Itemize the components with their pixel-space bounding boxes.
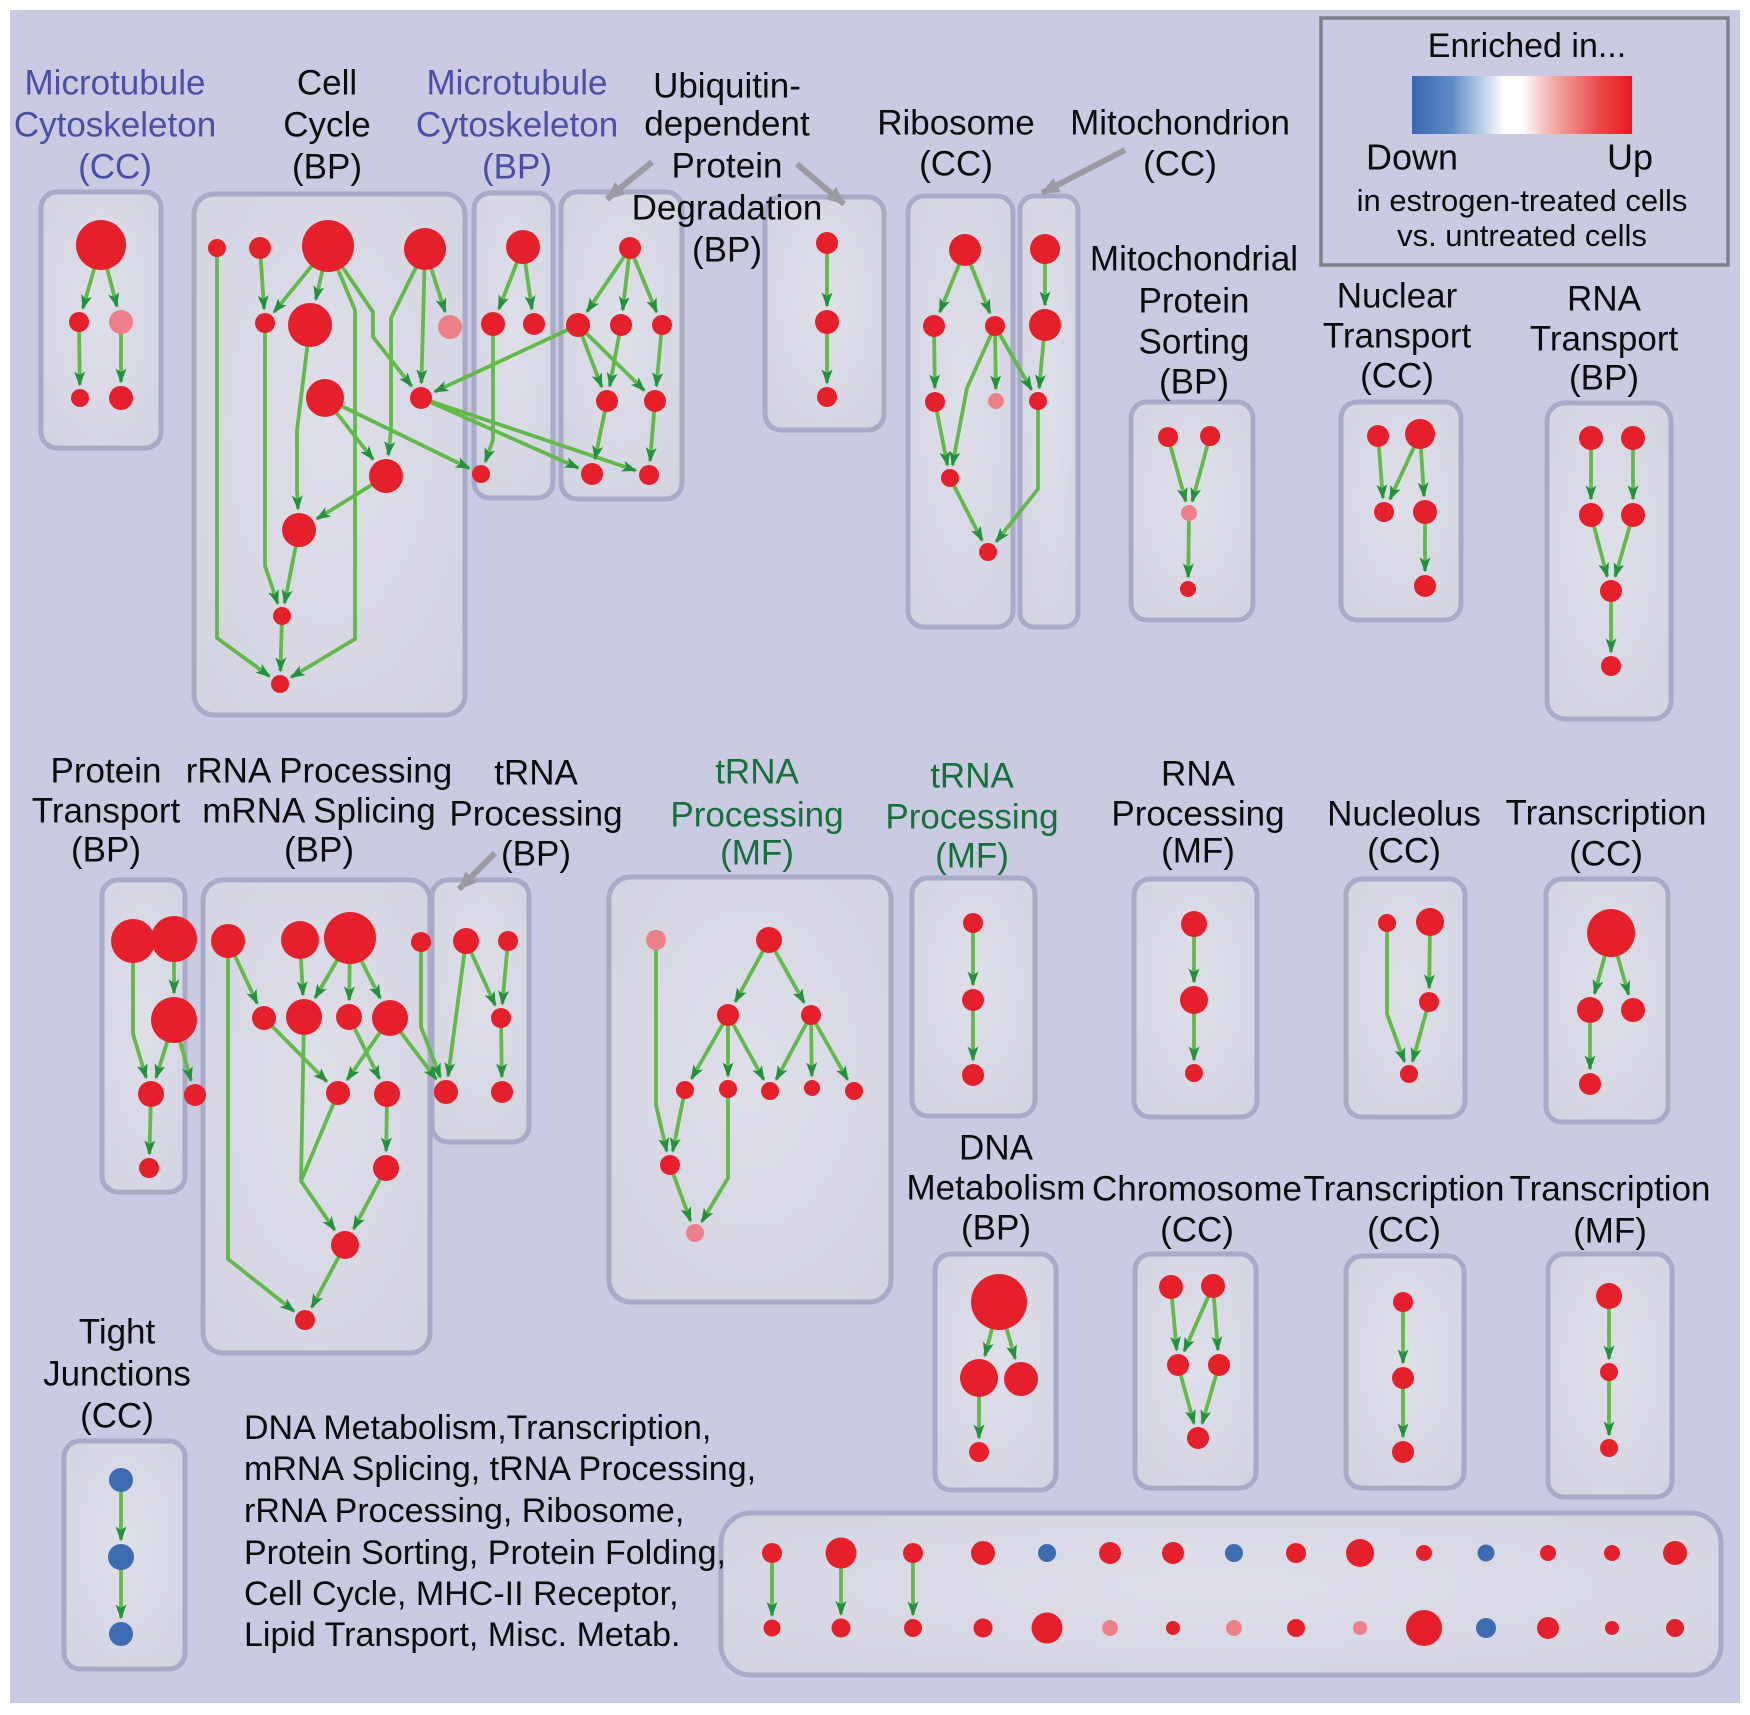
svg-text:Mitochondrion: Mitochondrion [1070,103,1290,142]
svg-text:(BP): (BP) [1569,358,1639,397]
svg-text:Transport: Transport [1530,319,1679,358]
svg-text:Processing: Processing [670,795,843,834]
svg-text:DNA Metabolism,Transcription,: DNA Metabolism,Transcription, [244,1409,711,1447]
svg-text:DNA: DNA [959,1128,1034,1167]
svg-text:rRNA Processing, Ribosome,: rRNA Processing, Ribosome, [244,1492,684,1530]
svg-text:dependent: dependent [644,104,810,143]
svg-text:Mitochondrial: Mitochondrial [1090,239,1298,278]
svg-text:Processing: Processing [1111,794,1284,833]
svg-text:(BP): (BP) [1159,362,1229,401]
svg-text:Enriched in...: Enriched in... [1428,27,1626,65]
svg-text:(BP): (BP) [284,830,354,869]
svg-text:Nucleolus: Nucleolus [1327,794,1481,833]
svg-text:Protein Sorting, Protein Foldi: Protein Sorting, Protein Folding, [244,1534,726,1572]
svg-text:RNA: RNA [1567,279,1642,318]
svg-text:(MF): (MF) [1161,831,1235,870]
svg-text:(MF): (MF) [720,833,794,872]
svg-text:Up: Up [1607,137,1653,178]
svg-text:Transport: Transport [1323,316,1472,355]
svg-text:Transcription: Transcription [1304,1169,1505,1208]
svg-text:Transport: Transport [32,791,181,830]
svg-text:RNA: RNA [1161,754,1236,793]
svg-text:mRNA Splicing: mRNA Splicing [202,791,435,830]
svg-text:Junctions: Junctions [43,1354,191,1393]
svg-text:(BP): (BP) [482,147,552,186]
svg-text:Processing: Processing [449,794,622,833]
svg-text:Degradation: Degradation [632,188,823,227]
svg-text:Nuclear: Nuclear [1337,276,1458,315]
svg-text:Transcription: Transcription [1506,793,1707,832]
svg-text:(CC): (CC) [1367,1210,1441,1249]
svg-text:Protein: Protein [51,751,162,790]
svg-text:Transcription: Transcription [1510,1169,1711,1208]
svg-text:vs. untreated cells: vs. untreated cells [1397,218,1647,253]
svg-text:rRNA Processing: rRNA Processing [186,751,452,790]
svg-text:(BP): (BP) [501,834,571,873]
svg-text:tRNA: tRNA [494,753,578,792]
svg-text:Cytoskeleton: Cytoskeleton [14,105,216,144]
svg-text:Tight: Tight [79,1312,156,1351]
svg-text:(BP): (BP) [692,230,762,269]
svg-text:Cell: Cell [297,63,357,102]
svg-text:(BP): (BP) [292,147,362,186]
svg-text:(BP): (BP) [961,1208,1031,1247]
svg-text:(CC): (CC) [1360,356,1434,395]
svg-text:Microtubule: Microtubule [25,63,206,102]
svg-text:Metabolism: Metabolism [907,1168,1086,1207]
svg-text:(MF): (MF) [1573,1211,1647,1250]
svg-text:(CC): (CC) [1160,1210,1234,1249]
svg-text:(CC): (CC) [919,144,993,183]
svg-text:(BP): (BP) [71,830,141,869]
svg-text:Cycle: Cycle [283,105,371,144]
svg-text:mRNA Splicing, tRNA Processing: mRNA Splicing, tRNA Processing, [244,1450,756,1488]
svg-text:Ubiquitin-: Ubiquitin- [653,66,801,105]
svg-text:(CC): (CC) [80,1396,154,1435]
svg-text:Sorting: Sorting [1139,322,1250,361]
svg-text:Protein: Protein [672,146,783,185]
svg-text:Lipid Transport, Misc. Metab.: Lipid Transport, Misc. Metab. [244,1616,681,1654]
svg-text:(MF): (MF) [935,836,1009,875]
svg-text:Chromosome: Chromosome [1092,1169,1302,1208]
svg-text:(CC): (CC) [1367,831,1441,870]
svg-text:Ribosome: Ribosome [877,103,1035,142]
svg-text:Cell Cycle, MHC-II Receptor,: Cell Cycle, MHC-II Receptor, [244,1575,679,1613]
svg-text:Cytoskeleton: Cytoskeleton [416,105,618,144]
svg-text:tRNA: tRNA [930,756,1014,795]
svg-text:Down: Down [1366,137,1458,178]
svg-text:(CC): (CC) [1569,834,1643,873]
svg-text:Protein: Protein [1139,281,1250,320]
svg-text:(CC): (CC) [1143,144,1217,183]
svg-text:in estrogen-treated cells: in estrogen-treated cells [1357,183,1688,218]
svg-text:(CC): (CC) [78,147,152,186]
svg-text:Processing: Processing [885,797,1058,836]
svg-text:Microtubule: Microtubule [427,63,608,102]
svg-text:tRNA: tRNA [715,752,799,791]
